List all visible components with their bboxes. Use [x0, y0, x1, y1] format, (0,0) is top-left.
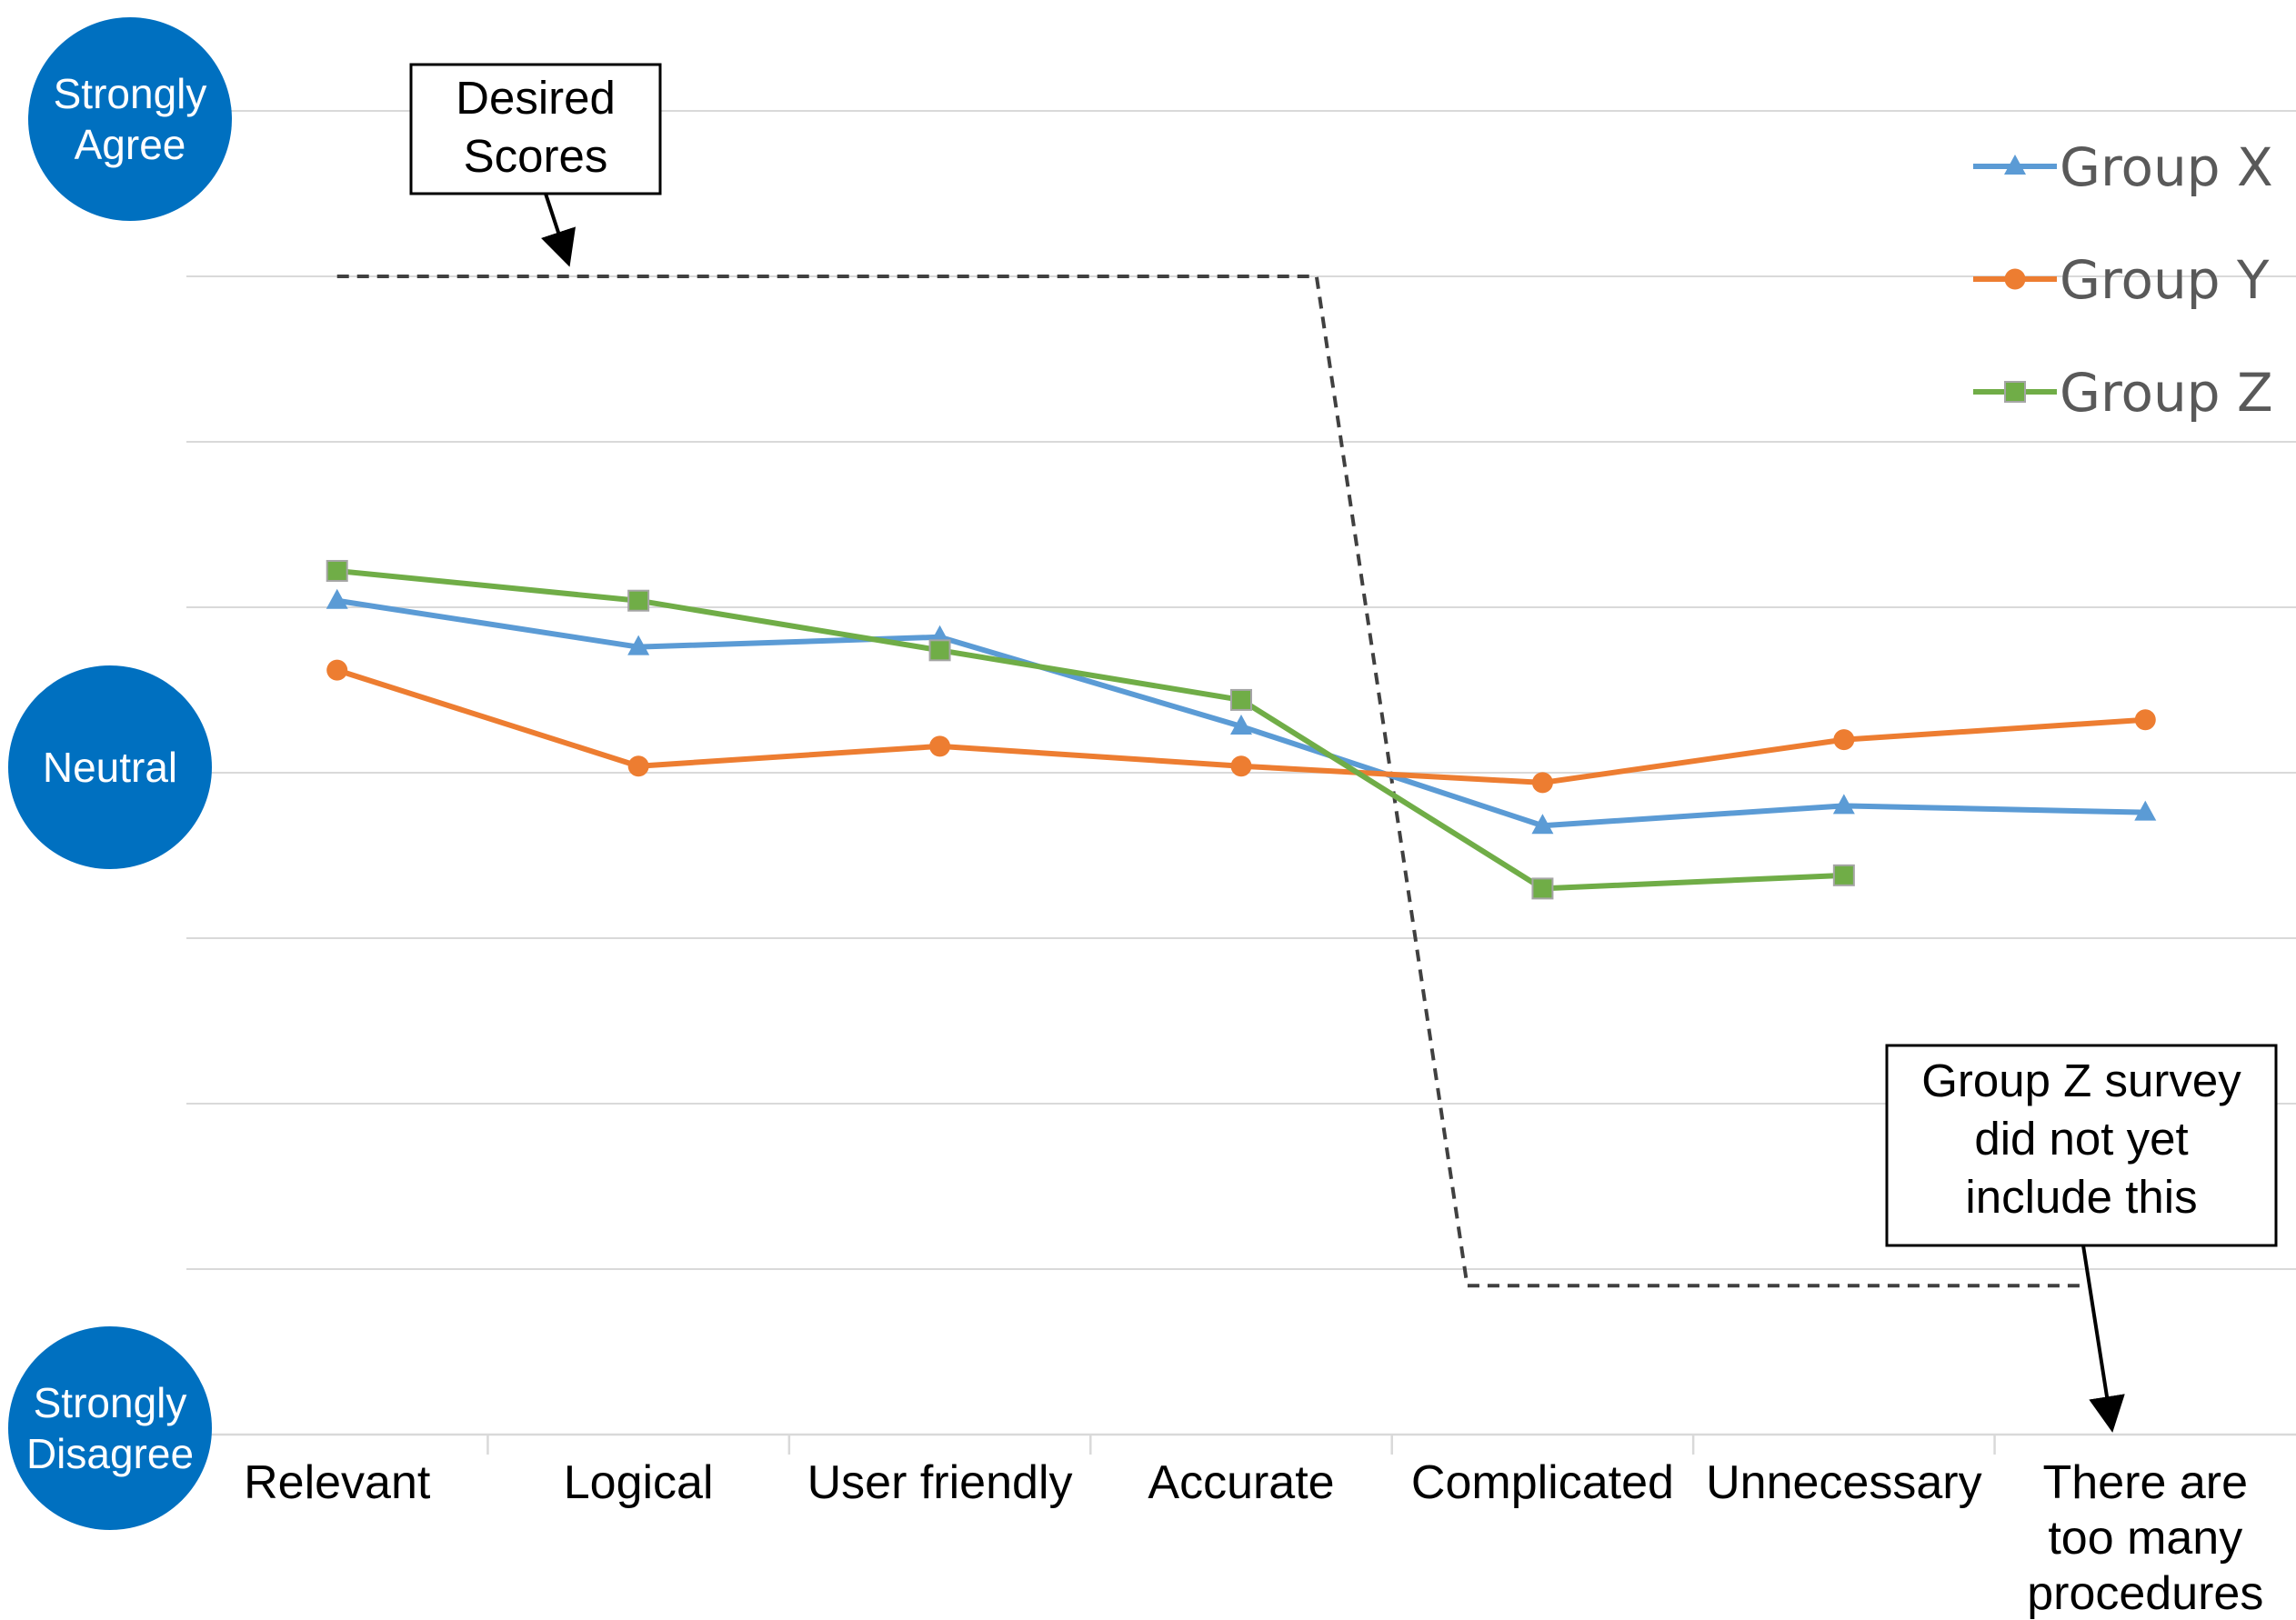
triangle-marker	[1531, 814, 1554, 835]
x-tick-label: Logical	[564, 1456, 714, 1509]
annotations: Desired Scores Group Z survey did not yet in…	[409, 63, 2278, 1433]
legend-item-group-y: Group Y	[1973, 249, 2270, 311]
desired-scores-dashed-line	[336, 275, 2085, 1288]
group-y-series	[326, 659, 2156, 794]
circle-marker	[2134, 709, 2156, 731]
triangle-marker	[1832, 794, 1855, 815]
desired-callout-box	[409, 63, 662, 195]
legend-label: Group X	[2060, 136, 2273, 198]
x-tick-label: User friendly	[807, 1456, 1073, 1509]
x-tick-labels: Relevant Logical User friendly Accurate Comp…	[244, 1456, 2263, 1620]
x-tick-label: Unnecessary	[1706, 1456, 1981, 1509]
scale-circle	[8, 665, 212, 869]
legend: Group X Group Y Group Z	[1973, 136, 2273, 424]
x-tick-label: Complicated	[1411, 1456, 1674, 1509]
square-marker	[627, 589, 650, 612]
legend-label: Group Z	[2060, 362, 2273, 424]
x-tick-label: There are too many procedures	[2027, 1456, 2263, 1620]
square-marker	[1230, 688, 1252, 711]
y-scale-circles: Strongly Agree Neutral Strongly Disagree	[8, 17, 232, 1530]
scale-circle	[28, 17, 232, 221]
group-x-series	[326, 588, 2157, 835]
desired-callout: Desired Scores	[409, 63, 662, 267]
scale-circle	[8, 1326, 212, 1530]
triangle-marker	[2004, 155, 2026, 175]
legend-item-group-z: Group Z	[1973, 362, 2273, 424]
group-x-line	[336, 597, 2146, 829]
groupz-note-callout: Group Z survey did not yet include this	[1885, 1044, 2278, 1433]
triangle-marker	[1230, 715, 1252, 735]
circle-marker	[929, 735, 951, 757]
circle-marker	[1531, 772, 1553, 794]
circle-marker	[1230, 755, 1252, 777]
group-z-series	[326, 559, 1855, 900]
desired-arrow	[541, 193, 577, 267]
square-marker	[326, 559, 348, 582]
circle-marker	[627, 755, 649, 777]
x-axis	[186, 1433, 2296, 1455]
x-tick-label: Accurate	[1148, 1456, 1334, 1509]
x-tick-label: Relevant	[244, 1456, 431, 1509]
triangle-marker	[627, 635, 650, 655]
square-marker	[1832, 864, 1855, 886]
scale-circle-label: Neutral	[43, 744, 177, 791]
square-marker	[928, 639, 951, 662]
scale-circle-label: Strongly Disagree	[26, 1379, 194, 1477]
circle-marker	[2004, 268, 2026, 290]
circle-marker	[1833, 729, 1855, 751]
groupz-note-arrow	[2081, 1245, 2125, 1433]
legend-label: Group Y	[2060, 249, 2270, 311]
scale-circle-label: Strongly Agree	[54, 70, 207, 168]
desired-scores-line	[336, 275, 2085, 1288]
triangle-marker	[2134, 800, 2157, 821]
square-marker	[1531, 877, 1554, 900]
groupz-note-callout-text: Group Z survey did not yet include this	[1921, 1055, 2241, 1223]
legend-item-group-x: Group X	[1973, 136, 2273, 198]
circle-marker	[326, 659, 348, 681]
groupz-note-callout-box	[1885, 1044, 2278, 1247]
series-lines	[326, 559, 2157, 900]
triangle-marker	[326, 588, 348, 609]
desired-callout-text: Desired Scores	[456, 72, 616, 182]
group-z-line	[336, 567, 1844, 892]
square-marker	[2004, 381, 2026, 403]
